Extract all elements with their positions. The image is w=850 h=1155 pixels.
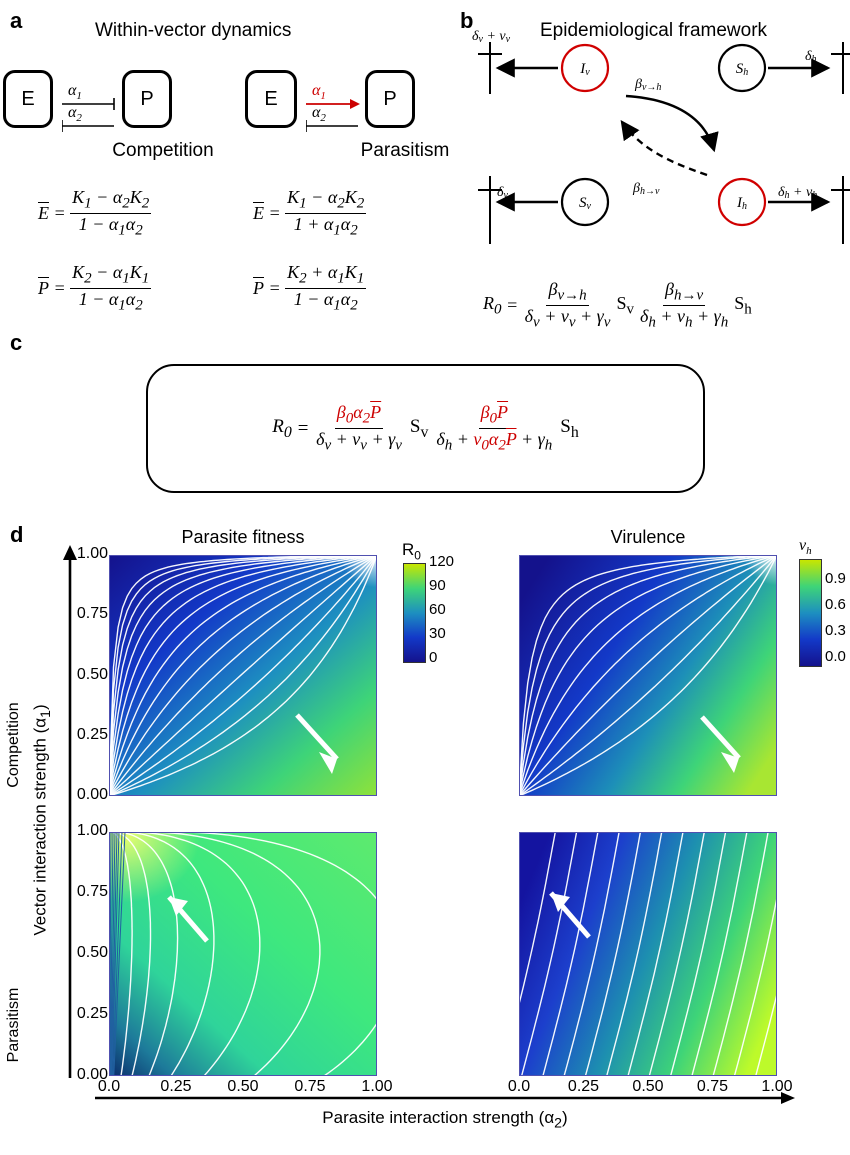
svg-text:δh: δh	[805, 49, 817, 65]
svg-text:δh + νh: δh + νh	[778, 185, 817, 201]
svg-text:δv + νv: δv + νv	[472, 29, 511, 45]
svg-text:δv: δv	[497, 185, 509, 201]
svg-text:βv→h: βv→h	[634, 77, 661, 93]
svg-text:βh→v: βh→v	[632, 181, 660, 197]
